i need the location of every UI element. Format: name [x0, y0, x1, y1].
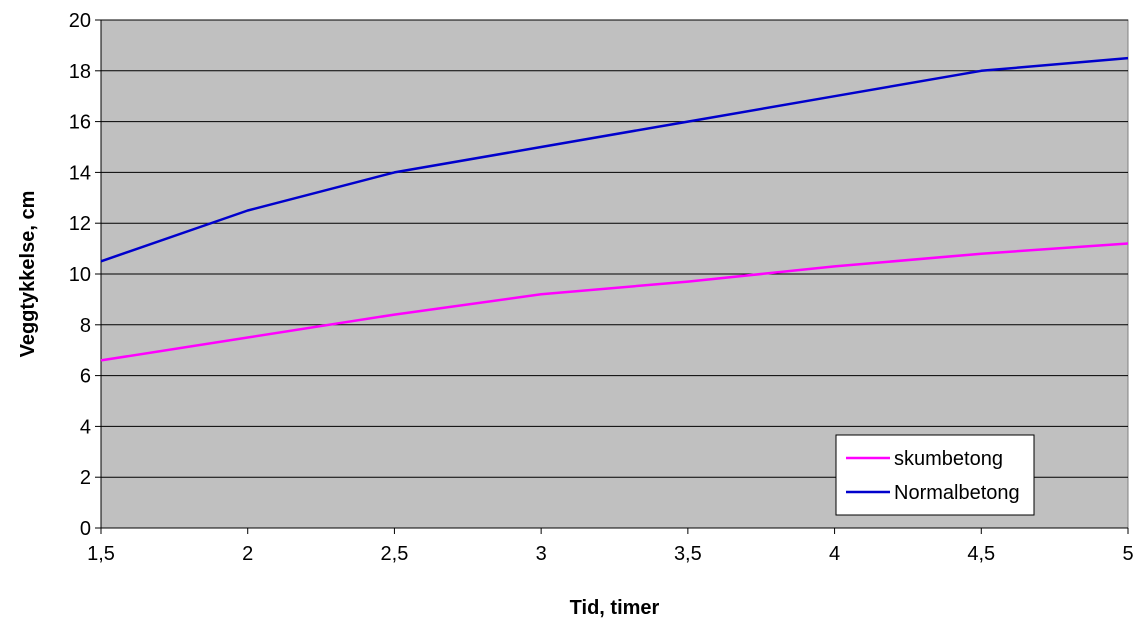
- y-tick-label: 8: [80, 315, 91, 337]
- series-line-skumbetong: [100, 242, 1129, 362]
- x-axis-title: Tid, timer: [570, 597, 660, 619]
- x-tick-label: 1,5: [87, 543, 115, 565]
- legend-label-skumbetong: skumbetong: [894, 448, 1003, 470]
- legend: skumbetong Normalbetong: [835, 434, 1035, 516]
- y-tick-label: 16: [69, 112, 91, 134]
- y-tick-label: 18: [69, 61, 91, 83]
- x-tick-label: 4: [829, 543, 840, 565]
- y-tick-label: 6: [80, 366, 91, 388]
- y-tick-label: 14: [69, 162, 91, 184]
- x-tick-label: 3: [536, 543, 547, 565]
- axes: 0 2 4 6 8 10 12 14 16 18 20 1,5 2 2,5 3 3,5 4 4,5 5: [69, 10, 1134, 565]
- series-lines: [100, 56, 1129, 362]
- y-tick-label: 4: [80, 416, 91, 438]
- x-tick-label: 2: [242, 543, 253, 565]
- y-tick-label: 2: [80, 467, 91, 489]
- y-tick-label: 12: [69, 213, 91, 235]
- y-axis-title: Veggtykkelse, cm: [17, 191, 39, 358]
- x-tick-label: 5: [1122, 543, 1133, 565]
- y-tick-label: 20: [69, 10, 91, 32]
- x-tick-label: 4,5: [967, 543, 995, 565]
- x-tick-label: 3,5: [674, 543, 702, 565]
- legend-box: [835, 434, 1035, 516]
- x-tick-label: 2,5: [381, 543, 409, 565]
- y-tick-label: 0: [80, 518, 91, 540]
- series-line-normalbetong: [100, 56, 1129, 263]
- y-tick-label: 10: [69, 264, 91, 286]
- legend-label-normalbetong: Normalbetong: [894, 482, 1020, 504]
